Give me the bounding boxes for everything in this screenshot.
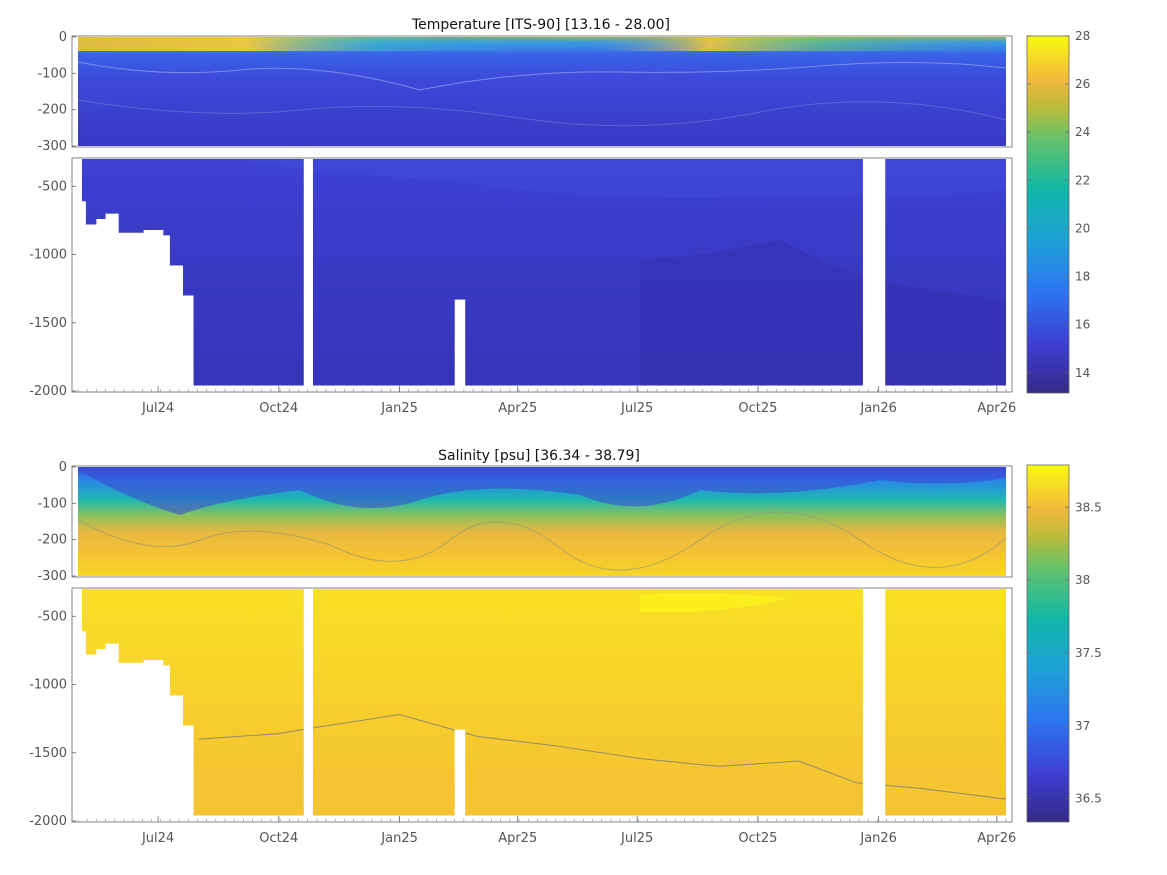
x-tick-label: Jan26 bbox=[859, 831, 897, 846]
temperature-upper-field bbox=[78, 37, 1006, 146]
salinity-lower-frame bbox=[71, 587, 1013, 823]
y-tick-label: -100 bbox=[37, 496, 67, 511]
salinity-chart: Salinity [psu] [36.34 - 38.79] 0 -100 -200… bbox=[29, 448, 1102, 846]
colorbar-tick-label: 26 bbox=[1075, 77, 1090, 91]
colorbar-tick-label: 14 bbox=[1075, 366, 1090, 380]
temperature-lower-cold-band bbox=[640, 240, 1006, 391]
x-tick-label: Apr26 bbox=[977, 831, 1016, 846]
x-tick-label: Jan25 bbox=[380, 401, 418, 416]
salinity-y-axis: 0 -100 -200 -300 -500 -1000 -1500 -2000 bbox=[29, 460, 76, 829]
temperature-surface-layer bbox=[78, 37, 1006, 51]
data-gap bbox=[303, 589, 313, 821]
salinity-upper-contour bbox=[77, 511, 1007, 571]
data-gap bbox=[303, 159, 313, 391]
temperature-y-axis: 0 -100 -200 -300 -500 -1000 -1500 -2000 bbox=[29, 30, 76, 399]
x-tick-label: Oct24 bbox=[259, 831, 298, 846]
x-tick-label: Jul25 bbox=[620, 401, 653, 416]
temperature-colorbar: 28 26 24 22 20 18 16 14 bbox=[1026, 29, 1090, 394]
x-tick-label: Apr25 bbox=[498, 401, 537, 416]
y-tick-label: -1500 bbox=[29, 746, 67, 761]
colorbar-tick-label: 28 bbox=[1075, 29, 1090, 43]
y-tick-label: -200 bbox=[37, 103, 67, 118]
colorbar-tick-label: 37 bbox=[1075, 719, 1090, 733]
temperature-x-axis: Jul24 Oct24 Jan25 Apr25 Jul25 Oct25 Jan26 Apr26 bbox=[77, 386, 1016, 416]
temperature-lower-panel bbox=[71, 157, 1013, 393]
x-tick-label: Jul24 bbox=[141, 401, 174, 416]
y-tick-label: -500 bbox=[37, 179, 67, 194]
y-tick-label: -1000 bbox=[29, 678, 67, 693]
temperature-upper-panel bbox=[71, 35, 1013, 148]
data-gap bbox=[454, 729, 466, 821]
temperature-chart: Temperature [ITS-90] [13.16 - 28.00] 0 -1… bbox=[29, 17, 1090, 416]
salinity-upper-panel bbox=[71, 465, 1013, 578]
x-tick-label: Oct25 bbox=[738, 831, 777, 846]
salinity-fresh-surface bbox=[78, 467, 1006, 515]
x-tick-label: Oct25 bbox=[738, 401, 777, 416]
colorbar-tick-label: 36.5 bbox=[1075, 792, 1102, 806]
x-tick-label: Jan26 bbox=[859, 401, 897, 416]
colorbar-tick-label: 22 bbox=[1075, 173, 1090, 187]
temperature-lower-warm-band bbox=[230, 159, 1006, 198]
temperature-upper-frame bbox=[71, 35, 1013, 148]
salinity-lower-field bbox=[78, 589, 1006, 821]
colorbar-tick-label: 18 bbox=[1075, 270, 1090, 284]
colorbar-tick-label: 24 bbox=[1075, 125, 1090, 139]
salinity-gaps bbox=[303, 589, 886, 821]
x-tick-label: Jan25 bbox=[380, 831, 418, 846]
y-tick-label: -300 bbox=[37, 139, 67, 154]
colorbar-tick-label: 20 bbox=[1075, 221, 1090, 235]
x-tick-label: Apr26 bbox=[977, 401, 1016, 416]
y-tick-label: -1500 bbox=[29, 316, 67, 331]
temperature-chart-title: Temperature [ITS-90] [13.16 - 28.00] bbox=[411, 17, 670, 33]
y-tick-label: -500 bbox=[37, 609, 67, 624]
temperature-upper-contour-2 bbox=[77, 99, 1007, 127]
y-tick-label: -100 bbox=[37, 66, 67, 81]
salinity-x-axis: Jul24 Oct24 Jan25 Apr25 Jul25 Oct25 Jan26 Apr26 bbox=[77, 816, 1016, 846]
temperature-gaps bbox=[303, 159, 886, 391]
temperature-colorbar-bar bbox=[1026, 35, 1070, 394]
colorbar-tick-label: 16 bbox=[1075, 318, 1090, 332]
x-tick-label: Apr25 bbox=[498, 831, 537, 846]
salinity-high-patch bbox=[640, 593, 790, 613]
y-tick-label: -2000 bbox=[29, 814, 67, 829]
salinity-chart-title: Salinity [psu] [36.34 - 38.79] bbox=[438, 448, 640, 464]
x-tick-label: Oct24 bbox=[259, 401, 298, 416]
y-tick-label: -1000 bbox=[29, 248, 67, 263]
data-gap bbox=[454, 299, 466, 391]
y-tick-label: -2000 bbox=[29, 384, 67, 399]
salinity-colorbar: 38.5 38 37.5 37 36.5 bbox=[1026, 464, 1102, 823]
y-tick-label: -300 bbox=[37, 569, 67, 584]
y-tick-label: 0 bbox=[59, 30, 67, 45]
x-tick-label: Jul24 bbox=[141, 831, 174, 846]
temperature-no-data-region bbox=[78, 159, 1006, 391]
salinity-upper-frame bbox=[71, 465, 1013, 578]
temperature-upper-contour bbox=[77, 61, 1007, 91]
data-gap bbox=[862, 589, 886, 821]
temperature-lower-frame bbox=[71, 157, 1013, 393]
x-tick-label: Jul25 bbox=[620, 831, 653, 846]
colorbar-tick-label: 37.5 bbox=[1075, 646, 1102, 660]
salinity-colorbar-bar bbox=[1026, 464, 1070, 823]
y-tick-label: 0 bbox=[59, 460, 67, 475]
colorbar-tick-label: 38 bbox=[1075, 573, 1090, 587]
data-gap bbox=[862, 159, 886, 391]
salinity-no-data-region bbox=[78, 589, 1006, 821]
salinity-lower-panel bbox=[71, 587, 1013, 823]
y-tick-label: -200 bbox=[37, 533, 67, 548]
colorbar-tick-label: 38.5 bbox=[1075, 500, 1102, 514]
